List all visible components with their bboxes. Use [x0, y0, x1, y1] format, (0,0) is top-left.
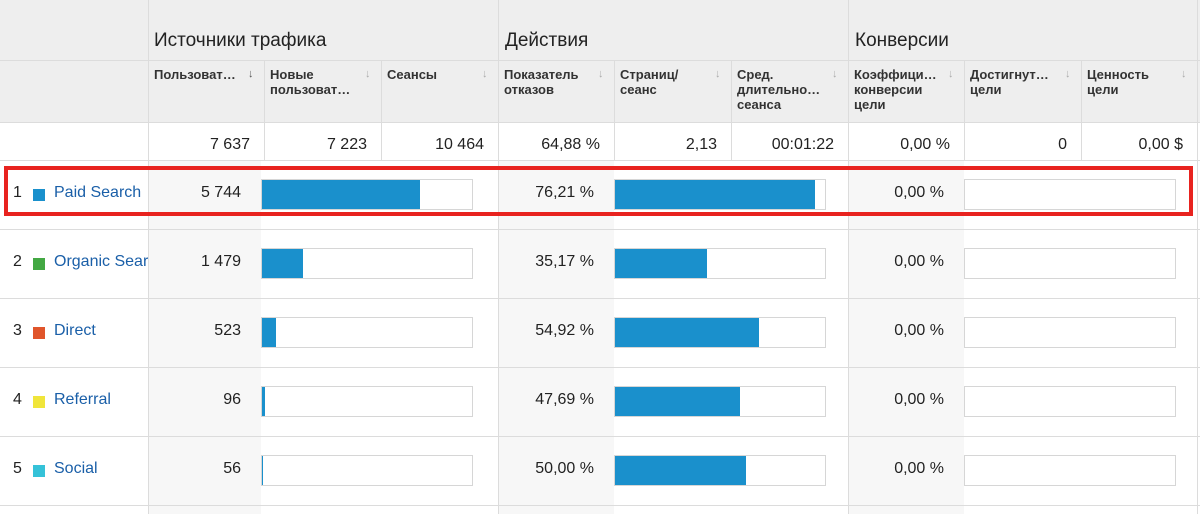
conversion-rate-value: 0,00 % — [894, 322, 944, 339]
sort-arrow-icon[interactable]: ↓ — [482, 68, 488, 80]
conversion-rate-bar — [964, 317, 1176, 348]
row-number: 5 — [13, 460, 22, 477]
column-header[interactable]: Сред. длительно… сеанса — [737, 67, 821, 112]
bounce-rate-bar-fill — [615, 456, 747, 485]
channel-color-swatch — [33, 465, 45, 477]
total-value: 0 — [1058, 136, 1067, 153]
conversion-rate-bar — [964, 386, 1176, 417]
users-bar — [261, 248, 473, 279]
column-header[interactable]: Коэффици… конверсии цели — [854, 67, 937, 112]
column-header[interactable]: Пользоват… — [154, 67, 236, 82]
channel-link[interactable]: Direct — [54, 322, 96, 339]
total-value: 7 223 — [326, 136, 367, 153]
conversion-rate-bar — [964, 179, 1176, 210]
column-header[interactable]: Ценность цели — [1087, 67, 1149, 97]
group-title-traffic: Источники трафика — [154, 30, 327, 51]
sort-arrow-icon[interactable]: ↓ — [365, 68, 371, 80]
bounce-rate-bar — [614, 248, 826, 279]
bounce-rate-value: 35,17 % — [535, 253, 594, 270]
conversion-rate-value: 0,00 % — [894, 184, 944, 201]
conversion-rate-value: 0,00 % — [894, 253, 944, 270]
sort-arrow-icon[interactable]: ↓ — [248, 68, 254, 80]
channel-color-swatch — [33, 396, 45, 408]
total-value: 00:01:22 — [771, 136, 834, 153]
total-value: 7 637 — [209, 136, 250, 153]
channel-color-swatch — [33, 327, 45, 339]
channel-link[interactable]: Organic Search — [54, 253, 148, 270]
conversion-column-shade — [848, 160, 964, 514]
users-bar — [261, 317, 473, 348]
bounce-rate-value: 47,69 % — [535, 391, 594, 408]
row-number: 1 — [13, 184, 22, 201]
bounce-rate-bar — [614, 317, 826, 348]
sort-arrow-icon[interactable]: ↓ — [832, 68, 838, 80]
sort-arrow-icon[interactable]: ↓ — [1065, 68, 1071, 80]
users-bar — [261, 386, 473, 417]
total-value: 2,13 — [685, 136, 717, 153]
row-number: 3 — [13, 322, 22, 339]
sort-arrow-icon[interactable]: ↓ — [1181, 68, 1187, 80]
users-value: 1 479 — [200, 253, 241, 270]
bounce-rate-bar — [614, 386, 826, 417]
bounce-rate-bar — [614, 179, 826, 210]
conversion-rate-value: 0,00 % — [894, 391, 944, 408]
group-title-conversions: Конверсии — [855, 30, 949, 51]
conversion-rate-bar — [964, 455, 1176, 486]
bounce-rate-value: 54,92 % — [535, 322, 594, 339]
users-bar-fill — [262, 180, 420, 209]
conversion-rate-bar — [964, 248, 1176, 279]
bounce-rate-bar-fill — [615, 318, 760, 347]
bounce-column-shade — [498, 160, 614, 514]
users-value: 96 — [223, 391, 241, 408]
sort-arrow-icon[interactable]: ↓ — [948, 68, 954, 80]
sort-arrow-icon[interactable]: ↓ — [715, 68, 721, 80]
users-bar — [261, 455, 473, 486]
channel-link[interactable]: Social — [54, 460, 98, 477]
channel-color-swatch — [33, 189, 45, 201]
group-title-actions: Действия — [505, 30, 589, 51]
users-column-shade — [148, 160, 261, 514]
column-header[interactable]: Новые пользоват… — [270, 67, 351, 97]
sort-arrow-icon[interactable]: ↓ — [598, 68, 604, 80]
channel-link[interactable]: Paid Search — [54, 184, 142, 201]
users-bar-fill — [262, 318, 277, 347]
channel-color-swatch — [33, 258, 45, 270]
users-value: 523 — [214, 322, 241, 339]
users-bar-fill — [262, 387, 265, 416]
row-number: 2 — [13, 253, 22, 270]
channel-link[interactable]: Referral — [54, 391, 111, 408]
bounce-rate-value: 50,00 % — [535, 460, 594, 477]
column-header[interactable]: Страниц/ сеанс — [620, 67, 679, 97]
highlight-box — [4, 166, 1193, 216]
bounce-rate-bar-fill — [615, 249, 708, 278]
row-number: 4 — [13, 391, 22, 408]
bounce-rate-value: 76,21 % — [535, 184, 594, 201]
bounce-rate-bar-fill — [615, 180, 816, 209]
users-value: 5 744 — [200, 184, 241, 201]
table-header — [0, 0, 1200, 122]
total-value: 0,00 $ — [1138, 136, 1183, 153]
column-header[interactable]: Сеансы — [387, 67, 438, 82]
bounce-rate-bar — [614, 455, 826, 486]
total-value: 64,88 % — [541, 136, 600, 153]
users-bar — [261, 179, 473, 210]
total-value: 0,00 % — [900, 136, 950, 153]
total-value: 10 464 — [435, 136, 484, 153]
column-header[interactable]: Показатель отказов — [504, 67, 579, 97]
column-header[interactable]: Достигнут… цели — [970, 67, 1049, 97]
bounce-rate-bar-fill — [615, 387, 741, 416]
conversion-rate-value: 0,00 % — [894, 460, 944, 477]
users-bar-fill — [262, 456, 264, 485]
users-bar-fill — [262, 249, 303, 278]
users-value: 56 — [223, 460, 241, 477]
